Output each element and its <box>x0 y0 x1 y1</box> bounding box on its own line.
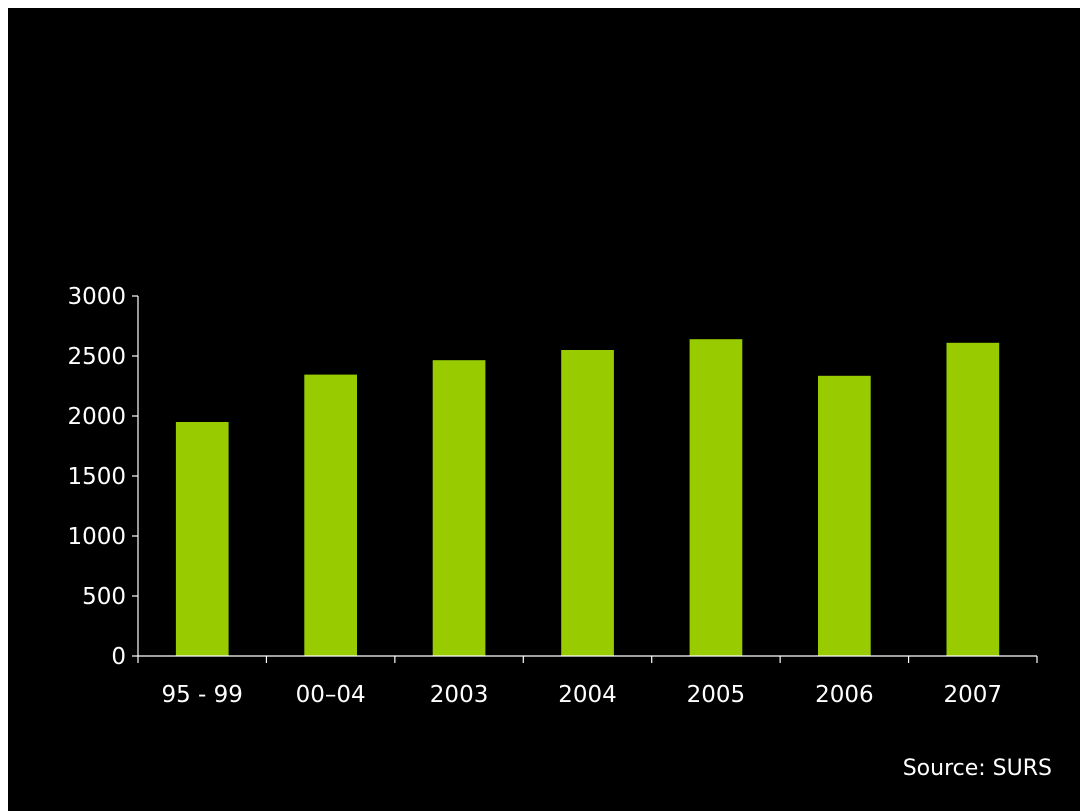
x-tick-label-3: 2004 <box>558 682 617 708</box>
bar-0 <box>175 422 229 656</box>
slide: 0 500 1000 1500 2000 2500 3000 95 - 99 00–04 2003… <box>8 8 1080 811</box>
x-tick-label-5: 2006 <box>815 682 874 708</box>
y-tick-label-1: 500 <box>82 584 126 610</box>
bar-2 <box>432 360 486 656</box>
x-tick-label-6: 2007 <box>944 682 1003 708</box>
bar-6 <box>946 342 1000 656</box>
bar-1 <box>304 374 357 656</box>
x-tick-label-1: 00–04 <box>296 682 366 708</box>
y-tick-label-5: 2500 <box>67 344 126 370</box>
bar-5 <box>818 375 871 656</box>
x-tick-label-0: 95 - 99 <box>161 682 242 708</box>
y-tick-label-4: 2000 <box>67 404 126 430</box>
x-tick-label-2: 2003 <box>430 682 489 708</box>
y-tick-label-0: 0 <box>111 644 126 670</box>
y-tick-label-6: 3000 <box>67 284 126 310</box>
source-note: Source: SURS <box>902 756 1052 781</box>
y-tick-label-3: 1500 <box>67 464 126 490</box>
bar-chart: 0 500 1000 1500 2000 2500 3000 95 - 99 00–04 2003… <box>67 284 1038 708</box>
x-tick-label-4: 2005 <box>687 682 746 708</box>
y-tick-label-2: 1000 <box>67 524 126 550</box>
bar-4 <box>689 339 743 656</box>
bar-3 <box>561 350 614 656</box>
